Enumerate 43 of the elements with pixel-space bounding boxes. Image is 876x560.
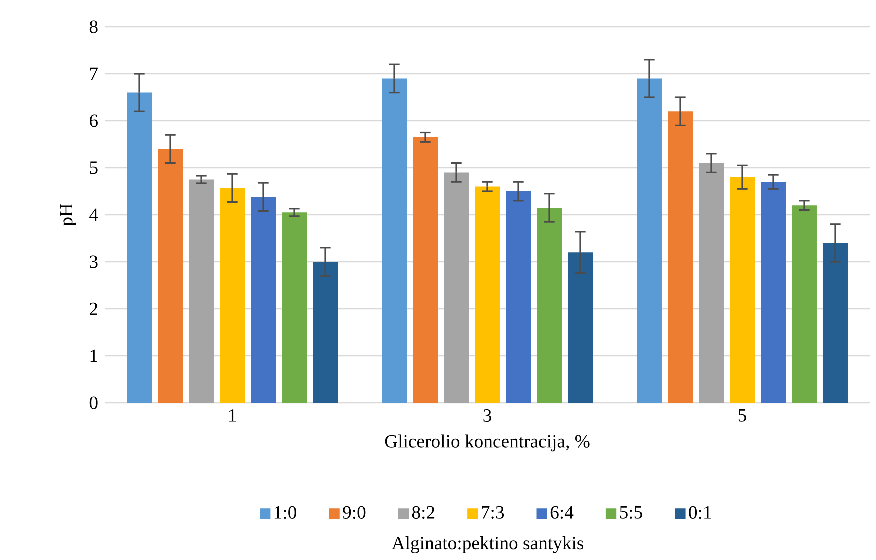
bar [792,206,817,404]
y-tick-label: 2 [90,302,98,316]
y-tick-label: 8 [90,20,98,34]
y-axis-title: pH [60,204,76,226]
bar [730,178,755,404]
bar [698,163,724,404]
bar [282,212,307,404]
legend-label: 7:3 [482,506,504,520]
legend-title: Alginato:pektino santykis [392,536,584,554]
bar [822,243,848,404]
legend-label: 9:0 [343,506,366,520]
y-tick-label: 1 [90,350,98,362]
legend-label: 8:2 [412,506,435,520]
y-tick-label: 3 [90,256,98,268]
bar [760,182,786,404]
bar [251,197,276,404]
bar [382,78,408,404]
bar [127,92,152,404]
bar [158,149,184,404]
y-tick-label: 6 [90,114,98,128]
legend-label: 0:1 [689,506,712,520]
bar [220,188,246,404]
bar [189,180,214,404]
legend-label: 1:0 [274,506,296,520]
bar [568,252,593,404]
bar [413,138,438,404]
bar [475,186,500,404]
bar [668,112,693,404]
x-tick-label: 3 [484,410,492,422]
legend-label: 6:4 [550,506,574,520]
y-tick-label: 4 [90,208,98,222]
bar [506,192,531,404]
y-tick-label: 5 [90,162,98,174]
x-tick-label: 1 [229,410,236,422]
legend-label: 5:5 [620,506,642,520]
bar [313,262,338,404]
y-tick-label: 7 [90,68,98,80]
bar [636,78,662,404]
x-axis-title: Glicerolio koncentracija, % [385,434,590,452]
x-tick-label: 5 [738,410,746,422]
bar [537,208,562,404]
bar [444,172,469,404]
y-tick-label: 0 [90,396,98,410]
